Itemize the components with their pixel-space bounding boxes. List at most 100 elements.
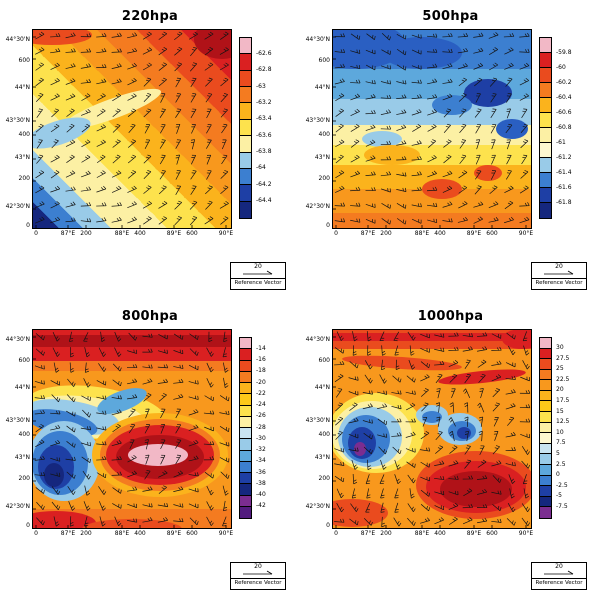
x-tick-label: 0 [334, 530, 338, 537]
colorbar-cells [239, 37, 252, 219]
colorbar-label: -61.6 [556, 183, 572, 191]
colorbar-label: -30 [256, 434, 266, 442]
colorbar-label: -61.2 [556, 153, 572, 161]
plot-area: 44°30'N 600 44°N 43°30'N 400 43°N 200 42°30'N 0 … [2, 29, 300, 239]
x-tick-label: 88°E [114, 230, 130, 237]
x-axis: 0 87°E 200 88°E 400 89°E 600 90°E [32, 229, 233, 239]
colorbar-label: -63.6 [256, 131, 272, 139]
colorbar-label: -59.8 [556, 48, 572, 56]
colorbar-label: 0 [556, 471, 560, 479]
x-tick-label: 89°E [166, 230, 182, 237]
colorbar-label: -61 [556, 138, 566, 146]
x-axis: 0 87°E 200 88°E 400 89°E 600 90°E [32, 529, 234, 539]
x-tick-label: 200 [380, 230, 392, 237]
colorbar-cell [540, 53, 551, 68]
y-tick-label: 400 [18, 130, 30, 138]
y-tick-label: 600 [318, 57, 330, 65]
reference-vector-box: 20 Reference Vector [531, 261, 587, 290]
map: 0 87°E 200 88°E 400 89°E 600 90°E [32, 29, 233, 239]
colorbar-cell [240, 185, 251, 202]
y-axis: 44°30'N 600 44°N 43°30'N 400 43°N 200 42°30'N 0 [302, 329, 332, 529]
colorbar-label: -5 [556, 492, 562, 500]
colorbar-label: -20 [256, 378, 266, 386]
y-tick-label: 42°30'N [305, 202, 330, 210]
colorbar: -59.8 -60 -60.2 -60.4 -60.6 -60.8 -61 -61.2 -61.… [539, 37, 587, 223]
colorbar-label: 25 [556, 365, 564, 373]
colorbar-label: -60 [556, 63, 566, 71]
colorbar-cell [240, 394, 251, 406]
contour-field [32, 29, 232, 229]
x-tick-label: 600 [486, 530, 498, 537]
y-tick-label: 200 [18, 175, 30, 183]
colorbar-label: -36 [256, 468, 266, 476]
colorbar-cell [240, 405, 251, 417]
contour-map [332, 329, 532, 529]
colorbar-label: -63.4 [256, 115, 272, 123]
y-tick-label: 44°N [14, 384, 30, 392]
x-axis: 0 87°E 200 88°E 400 89°E 600 90°E [332, 229, 533, 239]
colorbar-label: -18 [256, 367, 266, 375]
colorbar-cell [240, 439, 251, 451]
colorbar: -14 -16 -18 -20 -22 -24 -26 -28 -30 -32 -34 -36 -38 -… [239, 337, 287, 523]
colorbar-label: -60.4 [556, 93, 572, 101]
y-tick-label: 42°30'N [5, 502, 30, 510]
x-tick-label: 87°E [360, 230, 376, 237]
colorbar-cell [540, 68, 551, 83]
colorbar-label: -60.8 [556, 123, 572, 131]
y-tick-label: 200 [318, 475, 330, 483]
colorbar-label: 7.5 [556, 439, 566, 447]
colorbar-label: -61.4 [556, 168, 572, 176]
colorbar-cells [539, 37, 552, 219]
x-tick-label: 88°E [414, 530, 430, 537]
y-tick-label: 200 [18, 475, 30, 483]
x-tick-label: 89°E [466, 530, 482, 537]
colorbar-cell [240, 70, 251, 88]
contour-field [332, 29, 532, 229]
colorbar-cell [540, 454, 551, 465]
colorbar-labels: 30 27.5 25 22.5 20 17.5 15 12.5 10 7.5 5 2.5 0 -2.5 -5… [539, 338, 587, 520]
x-tick-label: 200 [80, 230, 92, 237]
x-tick-label: 90°E [218, 530, 234, 537]
x-tick-label: 87°E [60, 530, 76, 537]
colorbar-label: -64 [256, 164, 266, 172]
panel-title: 500hpa [422, 9, 479, 24]
y-tick-label: 0 [26, 222, 30, 229]
colorbar-label: -64.2 [256, 180, 272, 188]
panel-1000hpa: 1000hpa 44°30'N 600 44°N 43°30'N 400 43°N 200 4… [300, 300, 601, 600]
wind-barbs [334, 32, 530, 225]
colorbar-cell [540, 173, 551, 188]
x-tick-label: 0 [334, 230, 338, 237]
colorbar-label: -63.8 [256, 148, 272, 156]
colorbar: -62.6 -62.8 -63 -63.2 -63.4 -63.6 -63.8 -64 -64.… [239, 37, 287, 223]
contour-map [32, 329, 232, 529]
y-tick-label: 43°N [14, 454, 30, 462]
axis-ticks [332, 36, 527, 229]
y-tick-label: 44°N [14, 84, 30, 92]
colorbar-cell [240, 416, 251, 428]
colorbar-label: -7.5 [556, 502, 568, 510]
colorbar-cell [540, 338, 551, 349]
panel-220hpa: 220hpa 44°30'N 600 44°N 43°30'N 400 43°N 200 42… [0, 0, 300, 300]
colorbar-label: -32 [256, 446, 266, 453]
colorbar-cell [240, 152, 251, 169]
plot-area: 44°30'N 600 44°N 43°30'N 400 43°N 200 42°30'N 0 … [302, 329, 601, 539]
colorbar-cell [540, 433, 551, 444]
colorbar-cell [240, 168, 251, 186]
colorbar-label: -42 [256, 502, 266, 510]
panel-title: 1000hpa [417, 309, 484, 324]
colorbar-cell [540, 128, 551, 143]
reference-vector-box: 20 Reference Vector [230, 261, 286, 290]
y-axis: 44°30'N 600 44°N 43°30'N 400 43°N 200 42°30'N 0 [2, 329, 32, 529]
colorbar-cell [240, 484, 251, 496]
reference-vector-label: Reference Vector [234, 280, 282, 287]
colorbar-cell [240, 473, 251, 485]
y-tick-label: 200 [318, 175, 330, 183]
colorbar-label: -64.4 [256, 197, 272, 205]
x-tick-label: 600 [186, 230, 198, 237]
colorbar-label: -62.6 [256, 49, 272, 57]
y-axis: 44°30'N 600 44°N 43°30'N 400 43°N 200 42°30'N 0 [2, 29, 32, 229]
y-tick-label: 43°30'N [5, 117, 30, 125]
colorbar-cell [240, 360, 251, 372]
colorbar-cell [540, 348, 551, 360]
